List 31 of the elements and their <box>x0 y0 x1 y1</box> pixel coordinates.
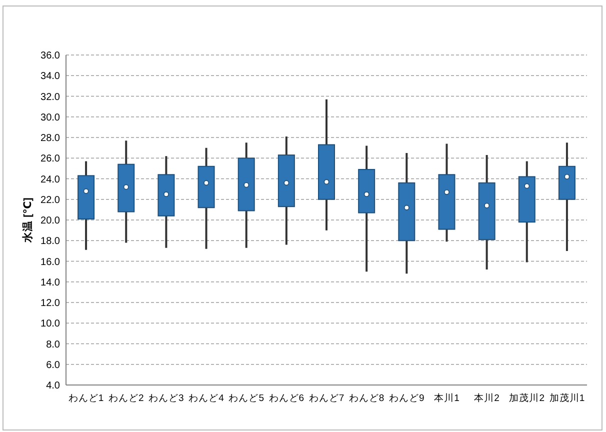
y-tick-label: 32.0 <box>40 92 60 103</box>
y-tick-label: 10.0 <box>40 318 60 330</box>
y-tick-label: 4.0 <box>46 380 60 392</box>
y-tick-label: 24.0 <box>40 174 60 186</box>
y-tick-label: 26.0 <box>40 154 60 165</box>
x-tick-label: 加茂川2 <box>509 392 545 404</box>
y-tick-label: 12.0 <box>40 298 60 309</box>
y-tick-label: 20.0 <box>40 216 60 226</box>
x-tick-label: 本川2 <box>474 392 500 404</box>
x-tick-label: わんど7 <box>308 393 344 404</box>
x-tick-label: わんど9 <box>389 393 424 404</box>
y-tick-label: 16.0 <box>40 256 60 268</box>
y-tick-label: 18.0 <box>40 236 60 248</box>
y-axis-title: 水温 [℃] <box>21 198 34 244</box>
x-tick-label: わんど2 <box>108 393 144 404</box>
x-tick-label: わんど1 <box>68 393 104 404</box>
y-tick-label: 22.0 <box>40 194 60 206</box>
y-tick-label: 28.0 <box>40 133 60 144</box>
y-tick-label: 14.0 <box>40 277 60 288</box>
y-tick-label: 6.0 <box>46 360 60 371</box>
x-tick-label: 加茂川1 <box>549 392 585 404</box>
y-tick-label: 34.0 <box>40 71 60 82</box>
y-tick-label: 30.0 <box>40 112 60 124</box>
x-tick-label: わんど3 <box>148 393 184 404</box>
y-tick-label: 36.0 <box>40 50 60 62</box>
x-tick-label: わんど6 <box>268 393 304 404</box>
x-tick-label: わんど8 <box>348 393 384 404</box>
x-tick-label: 本川1 <box>434 392 460 404</box>
x-tick-label: わんど5 <box>228 393 264 404</box>
x-tick-label: わんど4 <box>188 393 224 404</box>
y-tick-label: 8.0 <box>46 339 60 350</box>
